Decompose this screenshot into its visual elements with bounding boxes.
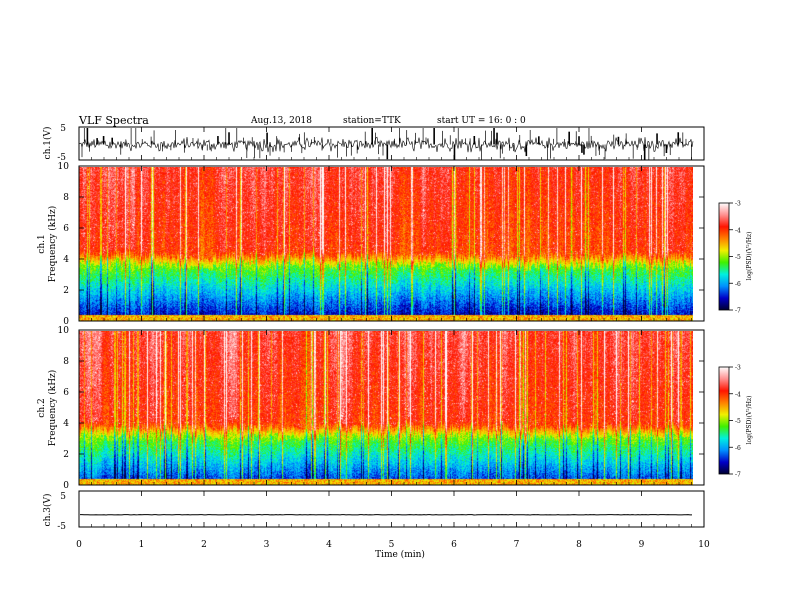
ch1-colorbar-tick-label-2: -5 [735, 254, 741, 261]
ch1-ytick-top: 5 [60, 124, 66, 134]
date-label: Aug.13, 2018 [250, 116, 312, 126]
ch1-colorbar [718, 202, 730, 311]
ch1-spectrogram-yticks: 0 2 4 6 8 10 [58, 162, 704, 327]
ch2-colorbar-tick-label-2: -5 [735, 418, 741, 425]
ch2-colorbar [718, 366, 730, 475]
time-axis-tick-label-6: 6 [451, 540, 457, 550]
time-axis-tick-label-1: 1 [139, 540, 145, 550]
ch2-colorbar-tick-label-0: -3 [735, 365, 741, 372]
ch2-spectrogram-image [79, 331, 693, 485]
ch1-spectrogram-ytick-label-1: 2 [63, 286, 69, 296]
ch1-spectrogram-ytick-label-3: 6 [63, 224, 69, 234]
time-axis-tick-label-3: 3 [264, 540, 270, 550]
ch1-colorbar-tick-label-1: -4 [735, 227, 741, 234]
ch3-waveform-ylabel: ch.3(V) [42, 494, 53, 527]
ch1-spectrogram-ytick-label-2: 4 [63, 255, 69, 265]
ch1-colorbar-tick-label-4: -7 [735, 308, 741, 315]
ch1-colorbar-tick-label-0: -3 [735, 201, 741, 208]
ch2-spectrogram-ytick-label-5: 10 [58, 326, 70, 336]
time-axis-tick-labels: 0 1 2 3 4 5 6 7 8 9 10 [76, 540, 710, 550]
ch1-colorbar-tick-label-3: -6 [735, 281, 741, 288]
figure-title: VLF Spectra [78, 114, 149, 127]
time-axis-tick-label-0: 0 [76, 540, 82, 550]
ch2-spectrogram-ytick-label-1: 2 [63, 450, 69, 460]
ch2-colorbar-tick-label-4: -7 [735, 472, 741, 479]
time-axis-tick-label-10: 10 [698, 540, 710, 550]
ch1-spectrogram-ytick-label-5: 10 [58, 162, 70, 172]
ch3-ytick-top: 5 [60, 492, 66, 502]
ch1-waveform-ylabel: ch.1(V) [42, 127, 53, 160]
ch2-colorbar-tick-label-3: -6 [735, 445, 741, 452]
ch1-colorbar-ticks: -3 -4 -5 -6 -7 [729, 201, 741, 315]
ch2-colorbar-label: log(PSD)(V²/Hz) [746, 396, 753, 445]
time-axis-tick-label-4: 4 [326, 540, 332, 550]
ch2-spectrogram-ytick-label-0: 0 [63, 481, 69, 491]
time-axis-tick-label-2: 2 [201, 540, 207, 550]
time-axis-tick-label-7: 7 [514, 540, 520, 550]
ch2-spectrogram-ytick-label-4: 8 [63, 357, 69, 367]
time-axis-tick-label-8: 8 [576, 540, 582, 550]
ch2-spectrogram-ytick-label-2: 4 [63, 419, 69, 429]
ch1-waveform-line [78, 136, 694, 153]
ch2-spectrogram-ylabel: Frequency (kHz) [47, 370, 58, 447]
ch1-colorbar-label: log(PSD)(V²/Hz) [746, 232, 753, 281]
start-time-label: start UT = 16: 0 : 0 [437, 116, 526, 126]
ch2-spectrogram-ytick-label-3: 6 [63, 388, 69, 398]
ch1-spectrogram-channel-label: ch.1 [37, 234, 47, 253]
ch1-ytick-bottom: -5 [57, 153, 66, 163]
ch1-waveform-spikes [81, 127, 692, 160]
ch1-spectrogram-ytick-label-0: 0 [63, 317, 69, 327]
ch2-spectrogram-yticks: 0 2 4 6 8 10 [58, 326, 704, 491]
ch2-colorbar-tick-label-1: -4 [735, 391, 741, 398]
ch1-spectrogram-ytick-label-4: 8 [63, 193, 69, 203]
ch1-spectrogram-ylabel: Frequency (kHz) [47, 206, 58, 283]
time-axis-tick-label-5: 5 [389, 540, 395, 550]
time-axis-label: Time (min) [375, 549, 425, 560]
ch1-spectrogram-image [79, 167, 693, 321]
station-label: station=TTK [343, 116, 401, 126]
time-axis-ticks [78, 127, 705, 527]
ch2-spectrogram-channel-label: ch.2 [37, 398, 47, 417]
ch3-ytick-bottom: -5 [57, 522, 66, 532]
ch2-colorbar-ticks: -3 -4 -5 -6 -7 [729, 365, 741, 479]
time-axis-tick-label-9: 9 [639, 540, 645, 550]
